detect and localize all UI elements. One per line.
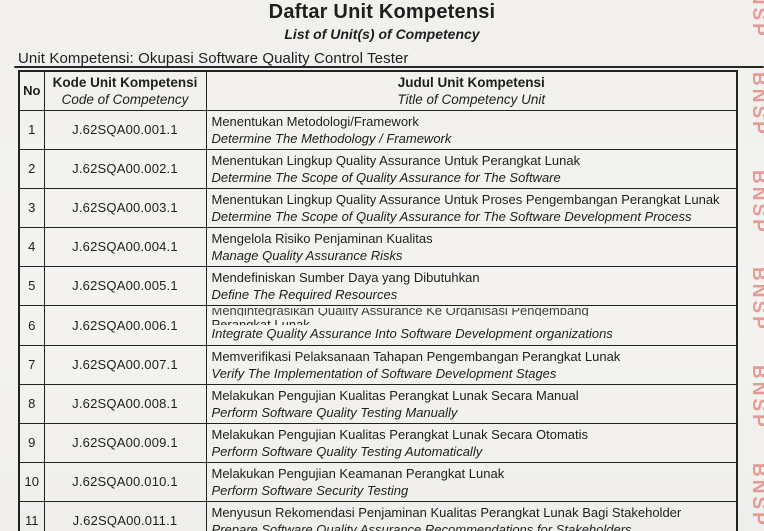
unit-title-english: Determine The Scope of Quality Assurance… [211,169,561,185]
horizontal-rule [14,66,764,68]
watermark-text: BNSP [748,71,764,137]
unit-title-cell: Menyusun Rekomendasi Penjaminan Kualitas… [205,500,738,531]
header-code-id: Kode Unit Kompetensi [52,74,198,90]
row-number-cell: 5 [18,265,45,306]
unit-title-english: Perform Software Quality Testing Manuall… [211,404,458,420]
table-row: 11 J.62SQA00.011.1 Menyusun Rekomendasi Pe… [18,500,738,531]
header-no: No [18,70,45,111]
row-number-cell: 2 [18,148,45,189]
watermark: BNSPBNSPBNSPBNSPBNSPBNSPBNSP [747,0,764,531]
header-title-en: Title of Competency Unit [397,91,546,107]
unit-code-cell: J.62SQA00.005.1 [43,265,207,306]
unit-code-cell: J.62SQA00.010.1 [43,461,207,502]
unit-code-cell: J.62SQA00.009.1 [43,422,207,463]
watermark-text: BNSP [748,462,764,528]
row-number-cell: 10 [18,461,45,502]
table-row: 6 J.62SQA00.006.1 Mengintegrasikan Quality… [18,304,738,346]
unit-title-indonesian: Menentukan Metodologi/Framework [211,113,419,129]
unit-title-cell: Memverifikasi Pelaksanaan Tahapan Pengem… [205,344,738,385]
unit-title-english: Determine The Scope of Quality Assurance… [211,208,692,224]
unit-code-cell: J.62SQA00.007.1 [43,344,207,385]
unit-title-cell: Mengelola Risiko Penjaminan Kualitas Mana… [205,226,738,267]
row-number-cell: 1 [18,109,45,150]
competency-table: No Kode Unit Kompetensi Code of Competen… [18,70,738,531]
row-number-cell: 7 [18,344,45,385]
header-code-en: Code of Competency [61,91,189,107]
watermark-text: BNSP [748,365,764,430]
unit-code-cell: J.62SQA00.011.1 [43,500,207,531]
unit-title-cell: Menentukan Lingkup Quality Assurance Unt… [205,148,738,189]
row-number-cell: 9 [18,422,45,463]
watermark-text: BNSP [748,169,764,235]
table-row: 8 J.62SQA00.008.1 Melakukan Pengujian Kual… [18,383,738,424]
unit-title-indonesian-wrap: Perangkat Lunak [211,317,310,325]
unit-title-indonesian: Melakukan Pengujian Kualitas Perangkat L… [211,426,589,442]
unit-title-indonesian: Memverifikasi Pelaksanaan Tahapan Pengem… [211,348,621,364]
unit-code-cell: J.62SQA00.004.1 [43,226,207,267]
header-code: Kode Unit Kompetensi Code of Competency [43,70,207,111]
row-number-cell: 3 [18,187,45,228]
table-row: 10 J.62SQA00.010.1 Melakukan Pengujian Kea… [18,461,738,502]
unit-title-english: Perform Software Security Testing [211,482,409,498]
unit-title-indonesian: Melakukan Pengujian Kualitas Perangkat L… [211,387,579,403]
unit-title-cell: Melakukan Pengujian Kualitas Perangkat L… [205,422,738,463]
table-row: 3 J.62SQA00.003.1 Menentukan Lingkup Quali… [18,187,738,228]
unit-title-indonesian: Menentukan Lingkup Quality Assurance Unt… [211,152,581,168]
unit-title-cell: Melakukan Pengujian Kualitas Perangkat L… [205,383,738,424]
table-row: 7 J.62SQA00.007.1 Memverifikasi Pelaksanaa… [18,344,738,385]
unit-title-indonesian: Menentukan Lingkup Quality Assurance Unt… [211,191,720,207]
page-title: Daftar Unit Kompetensi [268,1,496,23]
row-number-cell: 4 [18,226,45,267]
watermark-text: BNSP [748,267,764,333]
unit-title-indonesian: Mengintegrasikan Quality Assurance Ke Or… [211,308,589,316]
unit-title-english: Determine The Methodology / Framework [211,130,452,146]
unit-title-indonesian: Melakukan Pengujian Keamanan Perangkat L… [211,465,505,481]
unit-code-cell: J.62SQA00.003.1 [43,187,207,228]
header-title: Judul Unit Kompetensi Title of Competenc… [205,70,738,111]
unit-code-cell: J.62SQA00.002.1 [43,148,207,189]
table-header-row: No Kode Unit Kompetensi Code of Competen… [18,70,738,111]
unit-title-cell: Melakukan Pengujian Keamanan Perangkat L… [205,461,738,502]
table-row: 1 J.62SQA00.001.1 Menentukan Metodologi/Fr… [18,109,738,150]
unit-title-indonesian: Mendefiniskan Sumber Daya yang Dibutuhka… [211,269,480,285]
unit-title-indonesian: Mengelola Risiko Penjaminan Kualitas [211,230,433,246]
unit-title-cell: Menentukan Metodologi/Framework Determine… [205,109,738,150]
unit-title-english: Define The Required Resources [211,286,398,302]
unit-title-cell: Menentukan Lingkup Quality Assurance Unt… [205,187,738,228]
unit-title-english: Perform Software Quality Testing Automat… [211,443,483,459]
unit-code-cell: J.62SQA00.008.1 [43,383,207,424]
unit-code-cell: J.62SQA00.006.1 [43,304,207,346]
row-number-cell: 6 [18,304,45,346]
unit-title-cell: Mendefiniskan Sumber Daya yang Dibutuhka… [205,265,738,306]
table-row: 4 J.62SQA00.004.1 Mengelola Risiko Penjami… [18,226,738,267]
page-subtitle: List of Unit(s) of Competency [284,26,480,42]
unit-title-english: Manage Quality Assurance Risks [211,247,403,263]
unit-title-indonesian: Menyusun Rekomendasi Penjaminan Kualitas… [211,504,682,520]
unit-title-english: Integrate Quality Assurance Into Softwar… [211,326,613,341]
table-row: 9 J.62SQA00.009.1 Melakukan Pengujian Kual… [18,422,738,463]
row-number-cell: 11 [18,500,45,531]
table-row: 2 J.62SQA00.002.1 Menentukan Lingkup Quali… [18,148,738,189]
row-number-cell: 8 [18,383,45,424]
table-row: 5 J.62SQA00.005.1 Mendefiniskan Sumber Day… [18,265,738,306]
header-title-id: Judul Unit Kompetensi [397,74,545,90]
unit-code-cell: J.62SQA00.001.1 [43,109,207,150]
unit-title-english: Prepare Software Quality Assurance Recom… [211,521,632,531]
unit-title-cell: Mengintegrasikan Quality Assurance Ke Or… [205,304,738,346]
unit-title-english: Verify The Implementation of Software De… [211,365,557,381]
section-label: Unit Kompetensi: Okupasi Software Qualit… [18,50,409,67]
